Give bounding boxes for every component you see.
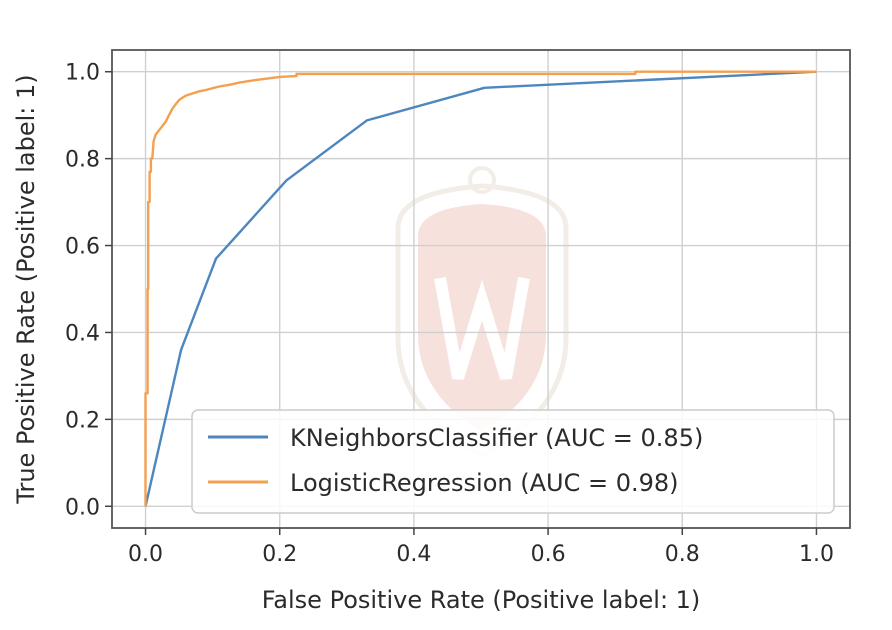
y-tick-label: 0.6 xyxy=(65,235,100,260)
y-tick-label: 0.2 xyxy=(65,408,100,433)
legend-label-logistic-regression: LogisticRegression (AUC = 0.98) xyxy=(290,469,679,497)
y-tick-label: 0.4 xyxy=(65,321,100,346)
legend-box xyxy=(191,409,835,514)
x-tick-label: 1.0 xyxy=(799,542,834,567)
series-line-kneighbors xyxy=(144,70,817,507)
x-tick-label: 0.0 xyxy=(128,542,163,567)
x-axis-title: False Positive Rate (Positive label: 1) xyxy=(262,586,701,614)
legend: KNeighborsClassifier (AUC = 0.85) Logist… xyxy=(191,409,835,514)
x-tick-label: 0.6 xyxy=(531,542,566,567)
y-tick-label: 0.0 xyxy=(65,495,100,520)
x-axis-ticks: 0.0 0.2 0.4 0.6 0.8 1.0 xyxy=(128,528,834,567)
y-tick-label: 0.8 xyxy=(65,148,100,173)
x-tick-label: 0.2 xyxy=(262,542,297,567)
plot-frame xyxy=(111,49,851,529)
y-axis-title: True Positive Rate (Positive label: 1) xyxy=(12,74,40,504)
y-tick-label: 1.0 xyxy=(65,61,100,86)
x-tick-label: 0.8 xyxy=(665,542,700,567)
x-tick-label: 0.4 xyxy=(396,542,431,567)
series-line-logistic-regression xyxy=(144,70,817,507)
legend-label-kneighbors: KNeighborsClassifier (AUC = 0.85) xyxy=(290,424,703,452)
y-axis-ticks: 0.0 0.2 0.4 0.6 0.8 1.0 xyxy=(65,61,112,520)
